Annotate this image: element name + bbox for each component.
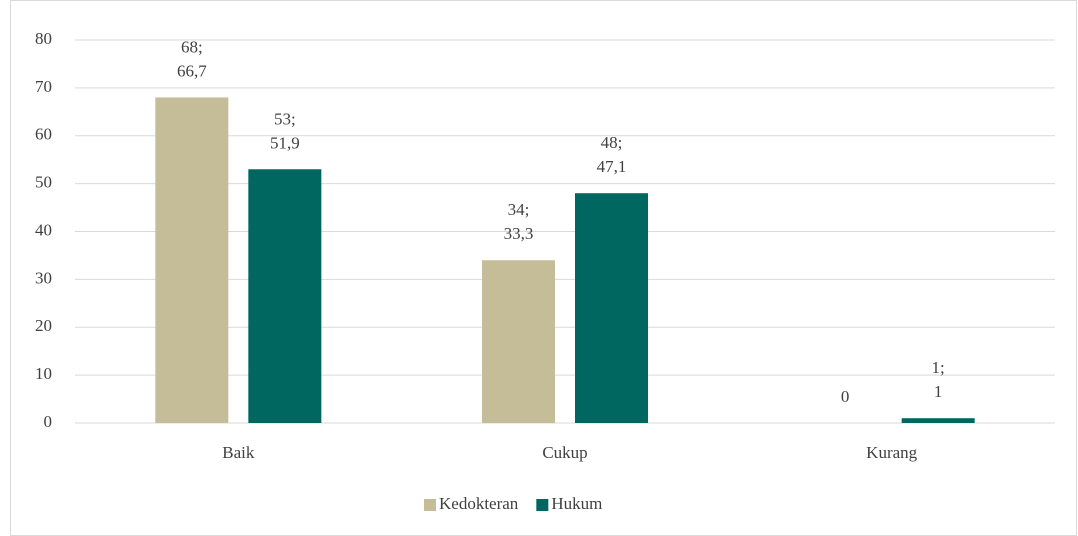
bar: [248, 169, 322, 423]
data-label-line: 1: [934, 382, 943, 401]
data-label: 34; 33,3: [504, 200, 534, 243]
data-label-line: 33,3: [504, 224, 534, 243]
y-tick-label: 0: [44, 412, 53, 431]
bar: [575, 193, 648, 423]
y-tick-label: 50: [35, 173, 52, 192]
x-tick-label: Baik: [222, 443, 255, 462]
y-tick-label: 80: [35, 29, 52, 48]
bar: [155, 97, 229, 423]
y-tick-label: 30: [35, 268, 52, 287]
data-label: 0: [841, 387, 850, 406]
data-label-line: 1;: [932, 358, 945, 377]
data-label-line: 51,9: [270, 133, 300, 152]
x-tick-label: Kurang: [866, 443, 917, 462]
data-label-line: 34;: [508, 200, 530, 219]
data-label: 68; 66,7: [177, 37, 207, 80]
data-label-line: 48;: [601, 133, 623, 152]
legend-label: Hukum: [551, 494, 602, 513]
y-tick-label: 70: [35, 77, 52, 96]
data-label-line: 0: [841, 387, 850, 406]
data-label-line: 47,1: [597, 157, 627, 176]
bar: [482, 260, 555, 423]
bar: [901, 418, 975, 423]
y-tick-label: 20: [35, 316, 52, 335]
data-label-line: 68;: [181, 37, 203, 56]
data-label: 1; 1: [932, 358, 945, 401]
data-label: 53; 51,9: [270, 109, 300, 152]
legend-label: Kedokteran: [439, 494, 519, 513]
y-tick-label: 40: [35, 220, 52, 239]
data-label-line: 53;: [274, 109, 296, 128]
x-tick-label: Cukup: [542, 443, 587, 462]
y-tick-label: 60: [35, 125, 52, 144]
legend-swatch: [424, 499, 436, 511]
data-label: 48; 47,1: [597, 133, 627, 176]
data-label-line: 66,7: [177, 61, 207, 80]
legend-swatch: [536, 499, 549, 511]
y-tick-label: 10: [35, 364, 52, 383]
